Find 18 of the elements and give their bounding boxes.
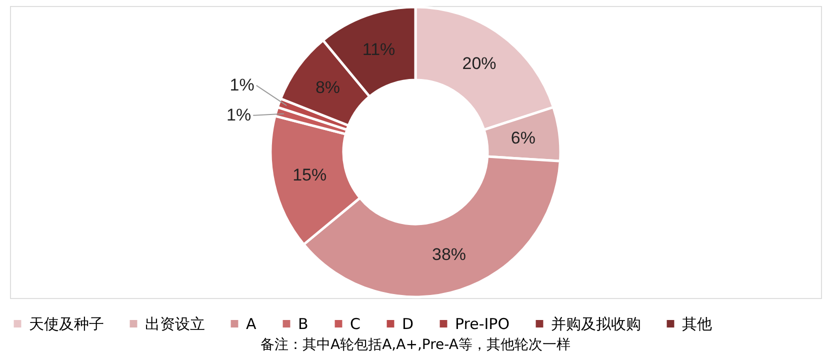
text: 备注：其中A轮包括A,A+,Pre-A等，其他轮次一样 bbox=[260, 337, 570, 353]
data-label: 1% bbox=[230, 75, 254, 94]
legend-label: 天使及种子 bbox=[29, 314, 104, 333]
data-label: 6% bbox=[510, 128, 536, 148]
data-label: 11% bbox=[362, 40, 396, 59]
data-label: 15% bbox=[292, 166, 327, 185]
legend-label: C bbox=[350, 314, 360, 333]
legend-label: B bbox=[298, 314, 308, 333]
legend-label: 其他 bbox=[682, 314, 712, 333]
legend-label: Pre-IPO bbox=[455, 314, 510, 333]
legend-label: 出资设立 bbox=[145, 314, 205, 333]
data-label: 20% bbox=[462, 54, 496, 74]
legend-label: 并购及拟收购 bbox=[551, 314, 641, 333]
legend-label: A bbox=[246, 314, 257, 333]
data-label: 38% bbox=[432, 245, 466, 264]
data-label: 8% bbox=[315, 78, 340, 98]
legend-label: D bbox=[402, 314, 414, 333]
data-label: 1% bbox=[226, 105, 252, 124]
